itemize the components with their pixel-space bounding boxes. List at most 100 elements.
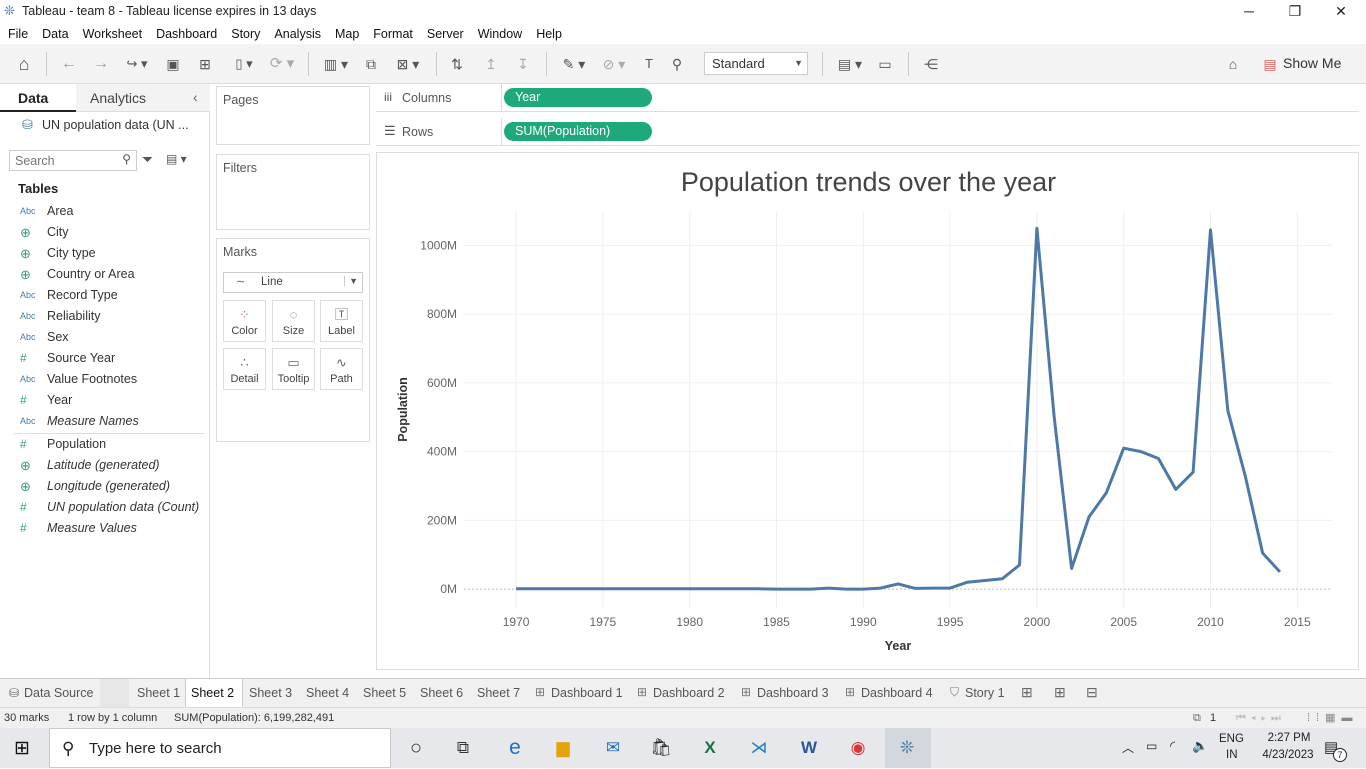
cortana-icon[interactable]: ○: [409, 737, 423, 759]
field-item[interactable]: ⊕ Latitude (generated): [0, 455, 210, 476]
tab-data-source[interactable]: Data Source: [24, 686, 94, 700]
line-chart[interactable]: 0M 200M 400M 600M 800M 1000M 1970 1975 1980 1985…: [377, 153, 1360, 671]
clear-sheet-icon[interactable]: ⊠ ▾: [396, 56, 420, 72]
tab-dashboard-2[interactable]: Dashboard 2: [653, 686, 725, 700]
tab-story-1[interactable]: Story 1: [965, 686, 1005, 700]
region-code[interactable]: IN: [1226, 749, 1238, 761]
tab-sheet-6[interactable]: Sheet 6: [420, 686, 464, 700]
tab-sheet-1[interactable]: Sheet 1: [137, 686, 181, 700]
excel-icon[interactable]: X: [704, 738, 716, 757]
redo-icon[interactable]: →: [93, 55, 109, 72]
view-mode-icons[interactable]: ⁞⁞▦▬: [1307, 712, 1359, 724]
show-me-button[interactable]: Show Me: [1283, 55, 1342, 71]
collapse-pane-icon[interactable]: ‹: [193, 89, 198, 105]
field-item[interactable]: # Year: [0, 390, 210, 411]
pages-card[interactable]: Pages: [216, 86, 370, 145]
tab-sheet-2[interactable]: Sheet 2: [185, 679, 243, 707]
path-button[interactable]: ∿ Path: [320, 348, 363, 390]
chrome-icon[interactable]: ◉: [850, 738, 866, 757]
menu-dashboard[interactable]: Dashboard: [156, 27, 218, 41]
task-view-icon[interactable]: ⧉: [456, 738, 470, 757]
tab-sheet-5[interactable]: Sheet 5: [363, 686, 407, 700]
home-icon[interactable]: ⌂: [18, 54, 30, 74]
menu-worksheet[interactable]: Worksheet: [82, 27, 143, 41]
view-options-icon[interactable]: ▤ ▾: [166, 152, 187, 166]
rows-pill-population[interactable]: SUM(Population): [504, 122, 652, 141]
clock-time[interactable]: 2:27 PM: [1267, 732, 1311, 744]
filter-icon[interactable]: ⏷: [142, 151, 154, 167]
menu-help[interactable]: Help: [536, 27, 562, 41]
windows-start-icon[interactable]: ⊞: [14, 738, 30, 759]
group-icon[interactable]: ⊘ ▾: [602, 56, 626, 72]
datasource-name[interactable]: UN population data (UN ...: [42, 118, 189, 132]
population-series-line[interactable]: [516, 226, 1282, 591]
tray-chevron-icon[interactable]: ︿: [1122, 741, 1135, 755]
close-button[interactable]: ✕: [1335, 3, 1347, 19]
search-box[interactable]: ⚲: [9, 150, 137, 171]
sort-ascending-icon[interactable]: ↥: [485, 56, 497, 72]
highlight-icon[interactable]: ✎ ▾: [562, 56, 586, 72]
field-item[interactable]: Abc Sex: [0, 327, 210, 348]
mark-type-select[interactable]: ∼ Line ▼: [223, 272, 363, 293]
new-story-tab-icon[interactable]: ⊟: [1086, 684, 1098, 700]
field-item[interactable]: Abc Value Footnotes: [0, 369, 210, 390]
menu-server[interactable]: Server: [426, 27, 464, 41]
tab-analytics[interactable]: Analytics: [76, 84, 210, 112]
vscode-icon[interactable]: ⋊: [750, 738, 768, 757]
swap-icon[interactable]: ⇅: [451, 56, 463, 72]
columns-pill-year[interactable]: Year: [504, 88, 652, 107]
show-cards-icon[interactable]: ▤ ▾: [837, 56, 863, 72]
field-item[interactable]: # Measure Values: [0, 518, 210, 539]
menu-format[interactable]: Format: [373, 27, 413, 41]
size-button[interactable]: ◌ Size: [272, 300, 315, 342]
share-icon[interactable]: ⋲: [924, 56, 938, 72]
field-item[interactable]: # Population: [0, 434, 210, 455]
rows-shelf[interactable]: ☰ Rows SUM(Population): [376, 118, 1359, 146]
sort-descending-icon[interactable]: ↧: [517, 56, 529, 72]
field-item[interactable]: ⊕ City: [0, 222, 210, 243]
undo-icon[interactable]: ←: [61, 55, 77, 72]
replay-icon[interactable]: ↪ ▾: [126, 56, 148, 71]
label-button[interactable]: 🅃 Label: [320, 300, 363, 342]
pause-updates-icon[interactable]: ▯ ▾: [235, 56, 253, 71]
lang-code[interactable]: ENG: [1219, 733, 1244, 745]
tableau-taskbar-icon[interactable]: ❊: [899, 738, 915, 757]
show-labels-icon[interactable]: T: [645, 56, 653, 71]
tab-sheet-7[interactable]: Sheet 7: [477, 686, 521, 700]
field-item[interactable]: ⊕ Country or Area: [0, 264, 210, 285]
duplicate-sheet-icon[interactable]: ⧉: [366, 56, 376, 72]
tab-dashboard-1[interactable]: Dashboard 1: [551, 686, 623, 700]
menu-map[interactable]: Map: [334, 27, 360, 41]
field-item[interactable]: Abc Measure Names: [0, 411, 210, 432]
maximize-button[interactable]: ❐: [1288, 3, 1302, 19]
store-icon[interactable]: 🛍: [650, 738, 672, 757]
field-item[interactable]: ⊕ Longitude (generated): [0, 476, 210, 497]
new-worksheet-icon[interactable]: ▥ ▾: [323, 56, 349, 72]
field-item[interactable]: Abc Area: [0, 201, 210, 222]
presentation-icon[interactable]: ▭: [878, 56, 892, 72]
tooltip-button[interactable]: ▭ Tooltip: [272, 348, 315, 390]
minimize-button[interactable]: ─: [1244, 3, 1254, 19]
field-item[interactable]: Abc Reliability: [0, 306, 210, 327]
nav-arrows[interactable]: ⏮◂▸⏭: [1236, 712, 1286, 724]
menu-story[interactable]: Story: [231, 27, 261, 41]
field-item[interactable]: # UN population data (Count): [0, 497, 210, 518]
format-painter-icon[interactable]: ⌂: [1228, 56, 1238, 72]
tab-sheet-4[interactable]: Sheet 4: [306, 686, 350, 700]
word-icon[interactable]: W: [800, 738, 818, 757]
tab-data[interactable]: Data: [0, 84, 76, 112]
columns-shelf[interactable]: iii Columns Year: [376, 84, 1359, 112]
new-datasource-icon[interactable]: ⊞: [199, 56, 211, 72]
save-icon[interactable]: ▣: [166, 56, 180, 72]
new-dashboard-tab-icon[interactable]: ⊞: [1054, 684, 1066, 700]
field-item[interactable]: Abc Record Type: [0, 285, 210, 306]
file-explorer-icon[interactable]: ▆: [556, 738, 570, 757]
new-worksheet-tab-icon[interactable]: ⊞: [1021, 684, 1033, 700]
field-item[interactable]: ⊕ City type: [0, 243, 210, 264]
mail-icon[interactable]: ✉: [605, 738, 621, 757]
menu-window[interactable]: Window: [477, 27, 523, 41]
tab-dashboard-4[interactable]: Dashboard 4: [861, 686, 933, 700]
show-me-icon[interactable]: ▤: [1263, 56, 1277, 72]
menu-data[interactable]: Data: [42, 27, 69, 41]
detail-button[interactable]: ∴ Detail: [223, 348, 266, 390]
